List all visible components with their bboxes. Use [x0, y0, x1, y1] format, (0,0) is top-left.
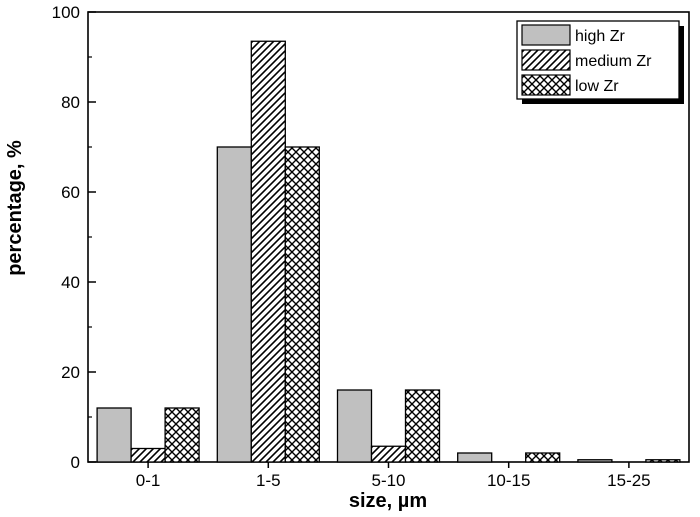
y-axis-title: percentage, % [4, 140, 26, 276]
bar-high-zr-5-10 [336, 389, 373, 463]
bar-low-zr-5-10 [404, 389, 441, 463]
bar-high-zr-10-15 [457, 452, 493, 463]
y-tick-label: 100 [52, 3, 80, 22]
bar-low-zr-1-5 [284, 146, 320, 463]
legend-label: low Zr [575, 78, 619, 95]
bar-high-zr-0-1 [96, 407, 132, 463]
y-tick-label: 20 [61, 363, 80, 382]
legend-label: high Zr [575, 28, 625, 45]
legend-swatch [521, 74, 571, 96]
x-tick-label: 0-1 [136, 471, 161, 490]
x-axis-title: size, µm [349, 490, 427, 512]
x-tick-label: 10-15 [487, 471, 530, 490]
x-tick-label: 1-5 [256, 471, 281, 490]
x-tick-label: 5-10 [371, 471, 405, 490]
legend-swatch [521, 49, 571, 71]
legend: high Zr medium Zr low Zr [516, 20, 684, 104]
legend-swatch [521, 24, 571, 46]
y-tick-label: 0 [71, 453, 80, 472]
bar-high-zr-1-5 [216, 146, 252, 463]
bar-medium-zr-0-1 [130, 447, 166, 463]
legend-label: medium Zr [575, 53, 652, 70]
x-tick-label: 15-25 [607, 471, 650, 490]
bars-layer [96, 40, 681, 463]
y-tick-label: 80 [61, 93, 80, 112]
bar-medium-zr-1-5 [250, 40, 286, 463]
ticks-layer: 0 20 40 60 80 100 0-1 1-5 5-10 10-15 15-25 [52, 3, 651, 490]
bar-high-zr-15-25 [577, 459, 613, 463]
bar-low-zr-0-1 [164, 407, 200, 463]
bar-low-zr-15-25 [645, 459, 681, 463]
y-tick-label: 40 [61, 273, 80, 292]
y-tick-label: 60 [61, 183, 80, 202]
bar-low-zr-10-15 [525, 452, 561, 463]
bar-medium-zr-5-10 [370, 445, 407, 463]
